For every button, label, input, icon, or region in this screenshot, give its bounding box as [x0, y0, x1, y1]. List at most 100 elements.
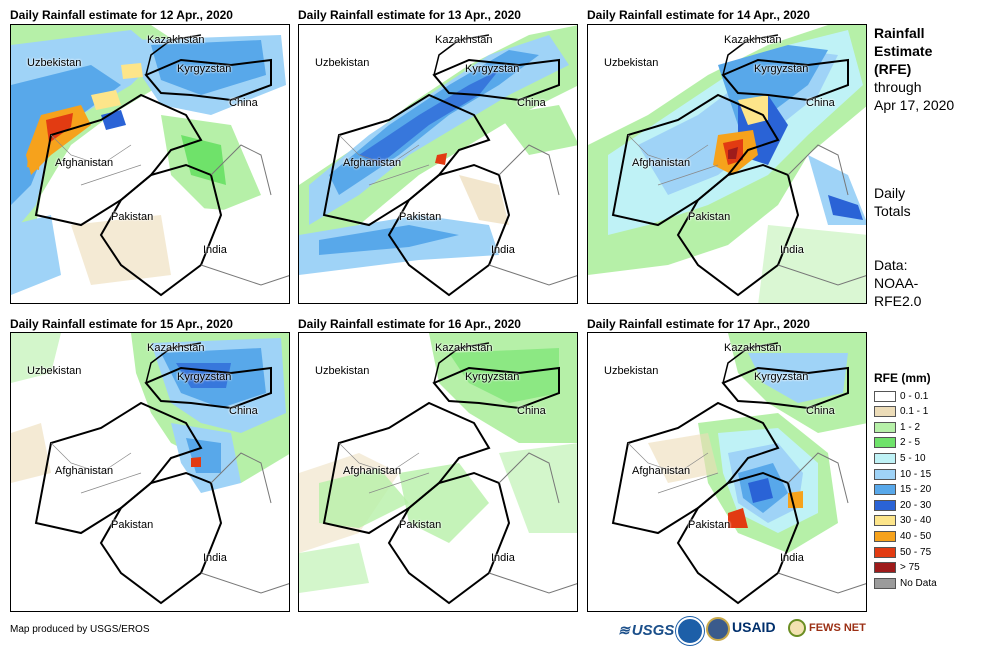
legend-label: 30 - 40: [900, 515, 931, 526]
panel-title-14apr: Daily Rainfall estimate for 14 Apr., 202…: [587, 8, 810, 22]
label-pakistan: Pakistan: [688, 211, 730, 223]
legend-swatch: [874, 562, 896, 573]
side-title-line2: Estimate: [874, 43, 932, 59]
label-pakistan: Pakistan: [111, 211, 153, 223]
legend-swatch: [874, 437, 896, 448]
map-credit: Map produced by USGS/EROS: [10, 624, 150, 635]
legend-label: > 75: [900, 562, 920, 573]
label-kazakhstan: Kazakhstan: [435, 34, 492, 46]
legend-label: No Data: [900, 578, 937, 589]
rainfall-map-12apr: Kazakhstan Uzbekistan Kyrgyzstan China A…: [10, 24, 290, 304]
label-pakistan: Pakistan: [111, 519, 153, 531]
label-kyrgyzstan: Kyrgyzstan: [465, 63, 519, 75]
label-kyrgyzstan: Kyrgyzstan: [754, 371, 808, 383]
legend-item: 15 - 20: [874, 483, 931, 497]
panel-title-15apr: Daily Rainfall estimate for 15 Apr., 202…: [10, 317, 233, 331]
label-kyrgyzstan: Kyrgyzstan: [465, 371, 519, 383]
label-kazakhstan: Kazakhstan: [147, 342, 204, 354]
label-china: China: [229, 97, 258, 109]
legend-item: No Data: [874, 576, 937, 590]
fews-net-logo: FEWS NET: [788, 619, 866, 637]
legend-label: 2 - 5: [900, 437, 920, 448]
fews-logo-text: FEWS NET: [809, 622, 866, 634]
usaid-logo-text: USAID: [732, 619, 776, 635]
rainfall-map-17apr: Kazakhstan Uzbekistan Kyrgyzstan China A…: [587, 332, 867, 612]
label-pakistan: Pakistan: [399, 211, 441, 223]
label-pakistan: Pakistan: [688, 519, 730, 531]
label-kazakhstan: Kazakhstan: [147, 34, 204, 46]
legend-title: RFE (mm): [874, 371, 931, 385]
side-title-line1: Rainfall: [874, 25, 925, 41]
legend-item: 40 - 50: [874, 529, 931, 543]
legend-item: 30 - 40: [874, 514, 931, 528]
legend-item: 0 - 0.1: [874, 389, 928, 403]
label-kazakhstan: Kazakhstan: [724, 342, 781, 354]
label-china: China: [806, 405, 835, 417]
label-kyrgyzstan: Kyrgyzstan: [177, 371, 231, 383]
label-india: India: [203, 552, 227, 564]
legend-swatch: [874, 406, 896, 417]
legend-label: 10 - 15: [900, 469, 931, 480]
legend-swatch: [874, 531, 896, 542]
legend-swatch: [874, 484, 896, 495]
side-daily-1: Daily: [874, 185, 905, 201]
side-data-3: RFE2.0: [874, 293, 921, 309]
legend-swatch: [874, 422, 896, 433]
legend-item: 2 - 5: [874, 436, 920, 450]
label-afghanistan: Afghanistan: [343, 157, 401, 169]
usgs-wave-icon: ≋: [618, 622, 630, 639]
side-data-1: Data:: [874, 257, 907, 273]
label-china: China: [229, 405, 258, 417]
legend-label: 0 - 0.1: [900, 391, 928, 402]
label-afghanistan: Afghanistan: [632, 465, 690, 477]
legend-swatch: [874, 547, 896, 558]
panel-title-13apr: Daily Rainfall estimate for 13 Apr., 202…: [298, 8, 521, 22]
side-daily-totals: Daily Totals: [874, 184, 911, 220]
legend-swatch: [874, 500, 896, 511]
rainfall-map-16apr: Kazakhstan Uzbekistan Kyrgyzstan China A…: [298, 332, 578, 612]
side-daily-2: Totals: [874, 203, 911, 219]
label-india: India: [203, 244, 227, 256]
legend-item: 0.1 - 1: [874, 405, 928, 419]
panel-title-12apr: Daily Rainfall estimate for 12 Apr., 202…: [10, 8, 233, 22]
legend-item: 10 - 15: [874, 467, 931, 481]
fews-globe-icon: [788, 619, 806, 637]
label-afghanistan: Afghanistan: [55, 465, 113, 477]
label-afghanistan: Afghanistan: [343, 465, 401, 477]
legend-item: 5 - 10: [874, 451, 926, 465]
legend-item: 1 - 2: [874, 420, 920, 434]
legend-label: 1 - 2: [900, 422, 920, 433]
legend-swatch: [874, 391, 896, 402]
legend-label: 0.1 - 1: [900, 406, 928, 417]
label-kyrgyzstan: Kyrgyzstan: [754, 63, 808, 75]
label-kyrgyzstan: Kyrgyzstan: [177, 63, 231, 75]
label-kazakhstan: Kazakhstan: [435, 342, 492, 354]
label-china: China: [517, 405, 546, 417]
side-data-2: NOAA-: [874, 275, 918, 291]
side-through: through: [874, 79, 921, 95]
label-india: India: [491, 244, 515, 256]
side-through-date: Apr 17, 2020: [874, 97, 954, 113]
label-uzbekistan: Uzbekistan: [315, 57, 369, 69]
legend-label: 40 - 50: [900, 531, 931, 542]
legend-swatch: [874, 469, 896, 480]
side-title-line3: (RFE): [874, 61, 911, 77]
legend-label: 20 - 30: [900, 500, 931, 511]
label-afghanistan: Afghanistan: [55, 157, 113, 169]
state-department-seal-icon: [706, 617, 730, 641]
label-india: India: [491, 552, 515, 564]
label-uzbekistan: Uzbekistan: [27, 57, 81, 69]
panel-title-17apr: Daily Rainfall estimate for 17 Apr., 202…: [587, 317, 810, 331]
legend-swatch: [874, 578, 896, 589]
label-china: China: [806, 97, 835, 109]
legend-item: 50 - 75: [874, 545, 931, 559]
legend-item: > 75: [874, 561, 920, 575]
label-uzbekistan: Uzbekistan: [604, 57, 658, 69]
side-title: Rainfall Estimate (RFE) through Apr 17, …: [874, 24, 954, 114]
legend-item: 20 - 30: [874, 498, 931, 512]
label-afghanistan: Afghanistan: [632, 157, 690, 169]
label-kazakhstan: Kazakhstan: [724, 34, 781, 46]
legend-label: 50 - 75: [900, 547, 931, 558]
rainfall-map-15apr: Kazakhstan Uzbekistan Kyrgyzstan China A…: [10, 332, 290, 612]
legend-swatch: [874, 453, 896, 464]
